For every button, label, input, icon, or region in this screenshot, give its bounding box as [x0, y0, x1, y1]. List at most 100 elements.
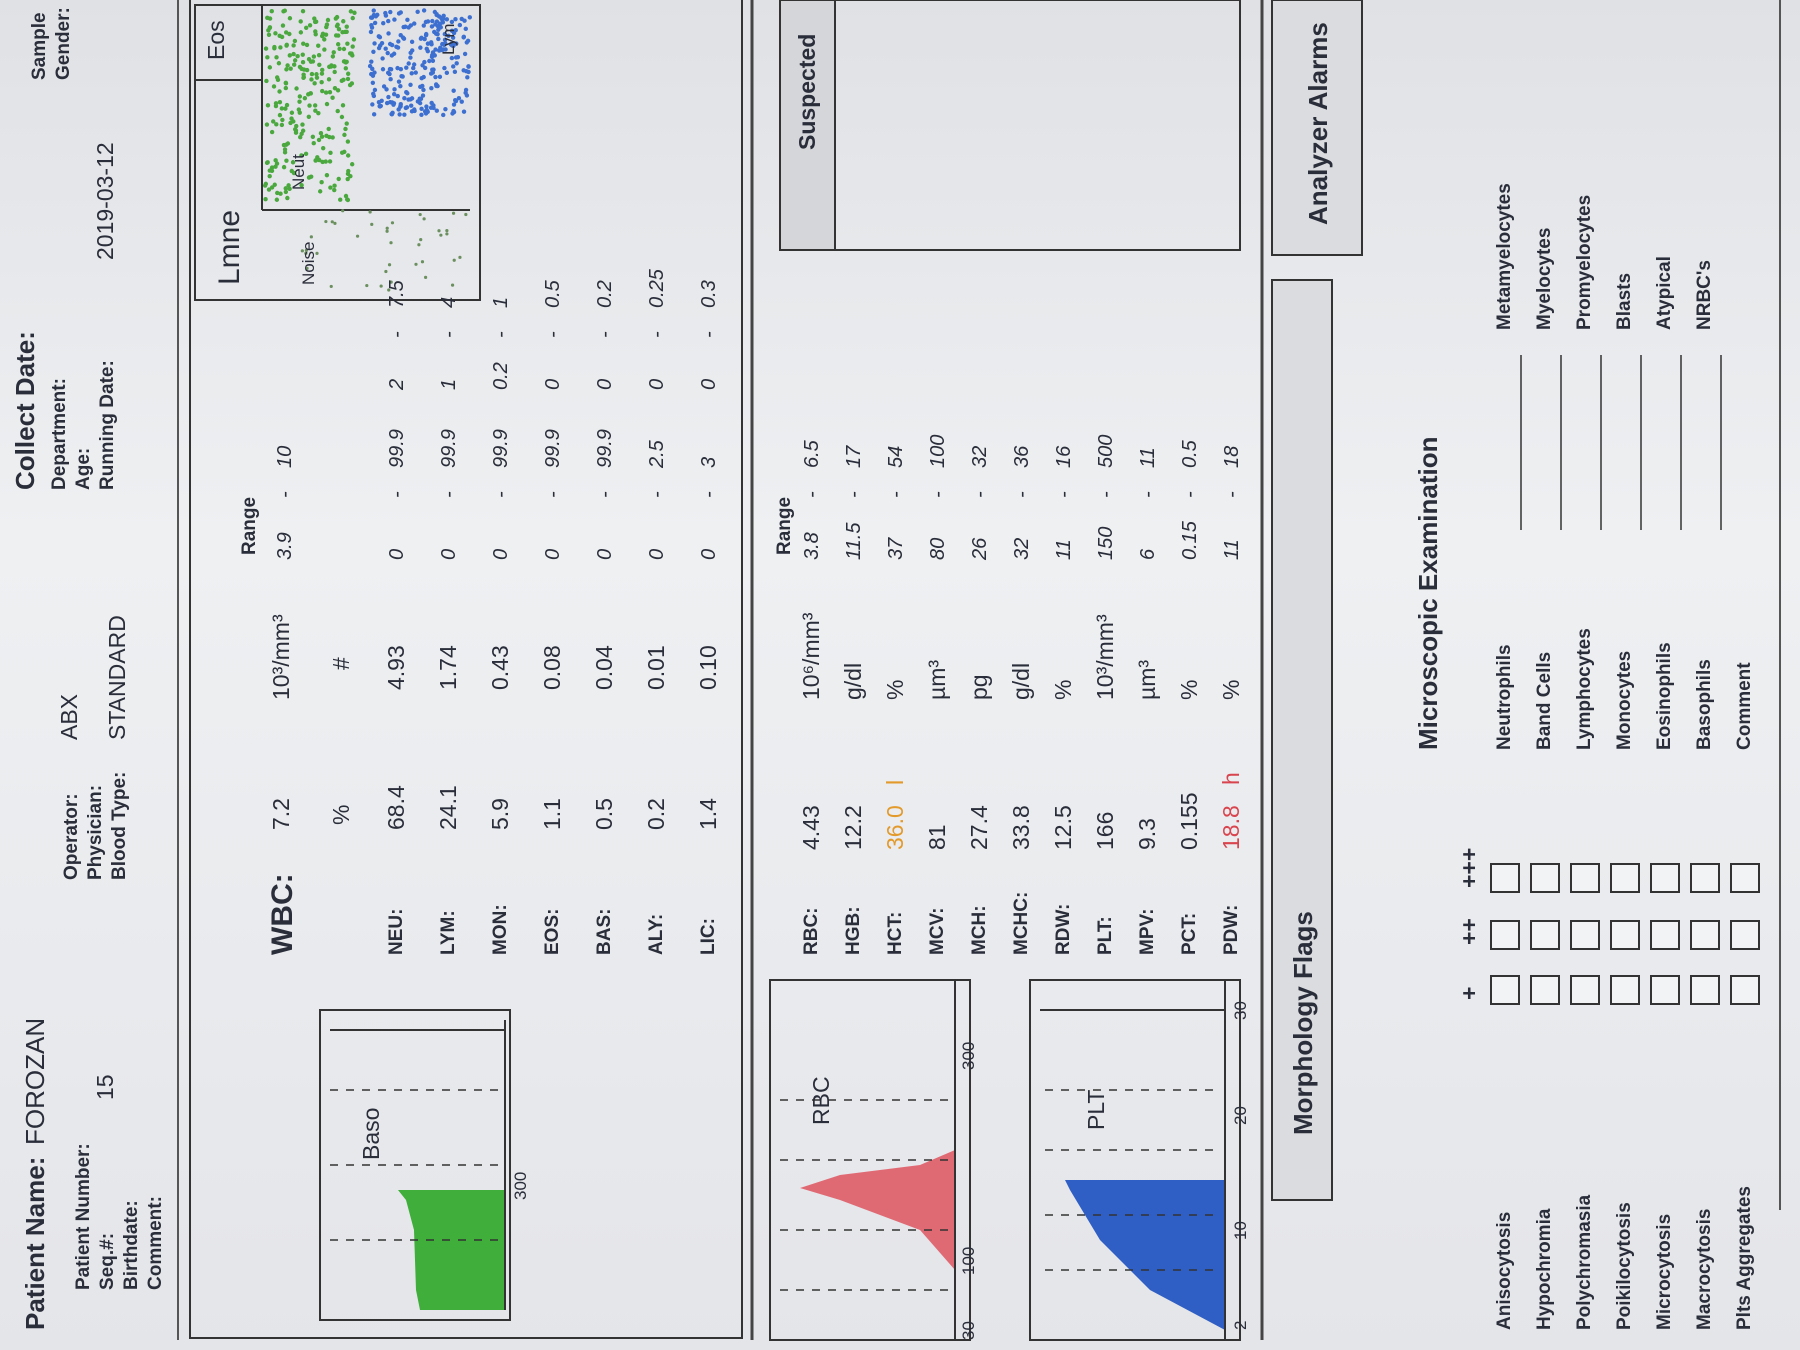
scatter-dot	[264, 160, 270, 166]
microscopic-item: Metamyelocytes	[1494, 183, 1515, 330]
scatter-dot	[396, 39, 401, 44]
scatter-dot	[349, 81, 355, 86]
scatter-dot	[265, 55, 270, 60]
scatter-dot	[336, 27, 342, 32]
field-label: Comment:	[145, 1196, 166, 1290]
scatter-dot	[345, 41, 350, 46]
morphology-item: Hypochromia	[1534, 1208, 1555, 1330]
scatter-dot	[370, 102, 375, 107]
scatter-dot	[421, 23, 426, 28]
range-low: 0	[542, 548, 564, 560]
scatter-dot	[345, 153, 351, 158]
scatter-dot	[333, 16, 339, 21]
result-unit: 10³/mm³	[1092, 614, 1118, 700]
scatter-dot	[263, 181, 269, 187]
scatter-dot	[424, 275, 428, 279]
scatter-dot	[340, 30, 345, 35]
scatter-dot	[400, 74, 405, 79]
scatter-dot	[376, 45, 382, 51]
scatter-dot	[277, 33, 282, 39]
scatter-dot	[388, 77, 393, 82]
scatter-dot	[300, 60, 306, 65]
scatter-dot	[299, 153, 304, 158]
scatter-dot	[372, 20, 378, 26]
scatter-dot	[464, 40, 469, 45]
scatter-dot	[463, 90, 468, 96]
checkbox	[1690, 863, 1720, 893]
scatter-dot	[388, 67, 394, 72]
checkbox	[1610, 920, 1640, 950]
microscopic-item: Promyelocytes	[1574, 194, 1595, 330]
result-unit: %	[1218, 679, 1244, 700]
checkbox	[1730, 920, 1760, 950]
checkbox	[1650, 920, 1680, 950]
scatter-dot	[422, 217, 426, 221]
scatter-dot	[267, 173, 272, 179]
scatter-dot	[294, 123, 299, 129]
range-separator: -	[1053, 491, 1075, 498]
scatter-dot	[295, 53, 300, 59]
histogram-axis-label: 300	[959, 1041, 978, 1070]
checkbox	[1490, 920, 1520, 950]
scatter-dot	[398, 104, 403, 109]
range-low: 0	[698, 548, 720, 560]
scatter-dot	[336, 33, 341, 38]
rbc-histogram	[769, 979, 971, 1341]
abs-value: 0.01	[643, 645, 669, 690]
scatter-dot	[452, 98, 458, 103]
scatter-dot	[456, 95, 462, 101]
grade-label: ++	[1456, 918, 1482, 945]
scatter-dot	[433, 82, 439, 87]
scatter-dot	[298, 30, 304, 35]
scatter-dot	[334, 23, 340, 29]
range-separator: -	[698, 331, 720, 338]
scatter-dot	[304, 25, 309, 30]
range-high: 6.5	[801, 440, 823, 468]
range-separator: -	[1137, 491, 1159, 498]
range-separator: -	[438, 331, 460, 338]
scatter-dot	[300, 52, 305, 57]
scatter-dot	[302, 95, 308, 101]
scatter-dot	[342, 149, 347, 155]
scatter-dot	[309, 77, 314, 82]
scatter-dot	[324, 101, 330, 107]
scatter-dot	[333, 221, 337, 225]
scatter-dot	[313, 32, 318, 37]
range-high: 36	[1011, 445, 1033, 468]
result-flag: h	[1218, 772, 1244, 785]
scatter-dot	[391, 102, 396, 107]
scatter-dot	[290, 160, 296, 165]
range-low: 0	[542, 378, 564, 390]
range-separator: -	[274, 491, 296, 498]
histogram-axis-label: 20	[1231, 1106, 1250, 1125]
scatter-dot	[278, 45, 283, 50]
scatter-dot	[330, 95, 335, 100]
scatter-dot	[300, 122, 305, 127]
scatter-dot	[313, 19, 319, 24]
suspected-title: Suspected	[794, 33, 820, 150]
histogram-axis-label: 2	[1231, 1320, 1250, 1330]
scatter-dot	[430, 58, 436, 64]
scatter-dot	[269, 185, 275, 190]
scatter-dot	[285, 63, 290, 68]
scatter-dot	[388, 9, 393, 15]
abs-value: 0.08	[539, 645, 565, 690]
result-value: 166	[1092, 811, 1118, 850]
scatter-dot	[386, 94, 391, 100]
scatter-dot	[274, 197, 280, 202]
scatter-dot	[350, 44, 355, 49]
scatter-dot	[322, 37, 327, 42]
scatter-dot	[312, 16, 317, 21]
scatter-dot	[389, 241, 393, 245]
scatter-dot	[404, 90, 409, 95]
scatter-dot	[267, 16, 273, 21]
checkbox	[1730, 975, 1760, 1005]
range-high: 0.5	[1179, 440, 1201, 468]
histogram-axis-label: 30	[1231, 1001, 1250, 1020]
scatter-dot	[296, 107, 302, 112]
range-high: 0.2	[594, 280, 616, 308]
scatter-dot	[315, 155, 320, 160]
scatter-dot	[445, 232, 449, 236]
scatter-dot	[299, 131, 304, 137]
scatter-dot	[319, 180, 324, 185]
